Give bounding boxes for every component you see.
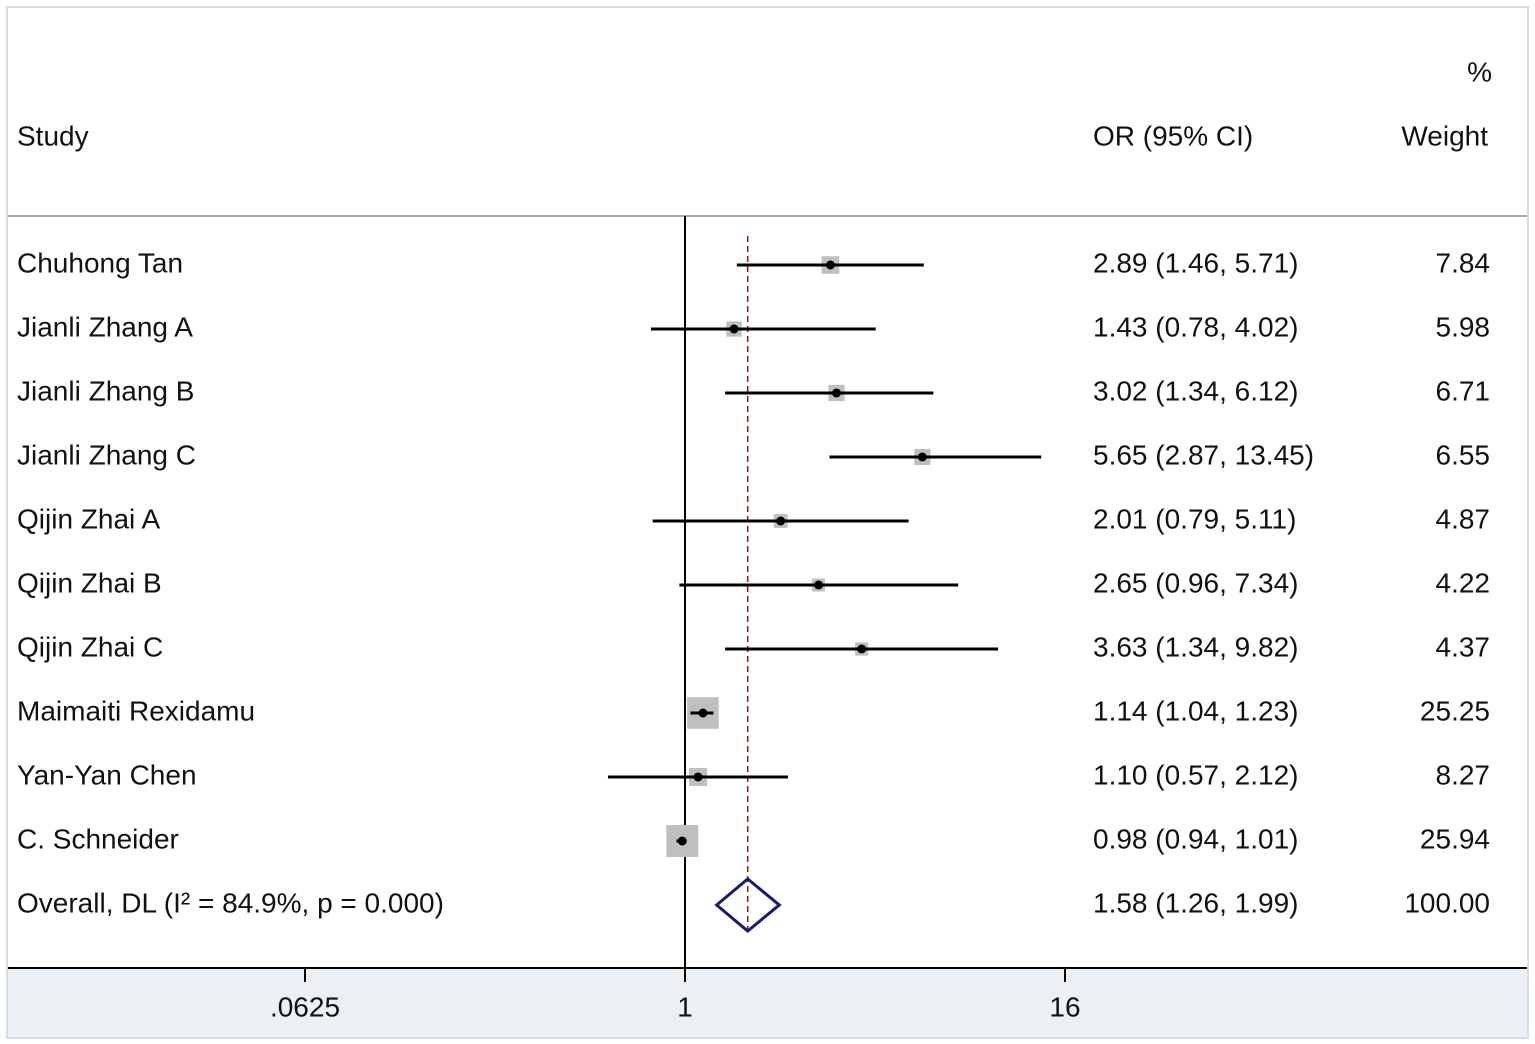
x-tick-label: .0625 (270, 991, 340, 1022)
x-tick-label: 1 (677, 991, 693, 1022)
weight-label: 6.55 (1436, 439, 1491, 470)
study-name: Qijin Zhai C (17, 631, 163, 662)
effect-label: 3.63 (1.34, 9.82) (1093, 631, 1298, 662)
effect-label: 2.01 (0.79, 5.11) (1093, 503, 1296, 534)
study-name: Qijin Zhai A (17, 503, 160, 534)
study-name: Jianli Zhang B (17, 375, 194, 406)
point-estimate (729, 324, 739, 334)
study-name: Yan-Yan Chen (17, 759, 197, 790)
overall-weight-label: 100.00 (1404, 887, 1490, 918)
effect-label: 1.14 (1.04, 1.23) (1093, 695, 1298, 726)
overall-name: Overall, DL (I² = 84.9%, p = 0.000) (17, 887, 444, 918)
study-name: Maimaiti Rexidamu (17, 695, 255, 726)
x-tick-label: 16 (1049, 991, 1080, 1022)
point-estimate (825, 260, 835, 270)
point-estimate (693, 772, 703, 782)
weight-label: 4.22 (1436, 567, 1491, 598)
study-name: C. Schneider (17, 823, 179, 854)
axis-band (8, 968, 1527, 1037)
weight-header: Weight (1401, 120, 1488, 151)
weight-label: 5.98 (1436, 311, 1491, 342)
weight-label: 4.87 (1436, 503, 1491, 534)
weight-label: 7.84 (1436, 247, 1491, 278)
effect-label: 5.65 (2.87, 13.45) (1093, 439, 1314, 470)
weight-label: 4.37 (1436, 631, 1491, 662)
effect-label: 3.02 (1.34, 6.12) (1093, 375, 1298, 406)
weight-label: 25.25 (1420, 695, 1490, 726)
study-name: Chuhong Tan (17, 247, 183, 278)
effect-label: 1.43 (0.78, 4.02) (1093, 311, 1298, 342)
percent-header: % (1467, 56, 1492, 87)
weight-label: 25.94 (1420, 823, 1490, 854)
point-estimate (831, 388, 841, 398)
point-estimate (776, 516, 786, 526)
overall-effect-label: 1.58 (1.26, 1.99) (1093, 887, 1298, 918)
study-name: Jianli Zhang C (17, 439, 196, 470)
point-estimate (917, 452, 927, 462)
effect-label: 2.89 (1.46, 5.71) (1093, 247, 1298, 278)
effect-label: 0.98 (0.94, 1.01) (1093, 823, 1298, 854)
point-estimate (698, 708, 708, 718)
study-name: Jianli Zhang A (17, 311, 193, 342)
overall-diamond (714, 877, 782, 933)
effect-label: 2.65 (0.96, 7.34) (1093, 567, 1298, 598)
weight-label: 8.27 (1436, 759, 1491, 790)
study-name: Qijin Zhai B (17, 567, 162, 598)
point-estimate (677, 836, 687, 846)
point-estimate (814, 580, 824, 590)
point-estimate (857, 644, 867, 654)
effect-label: 1.10 (0.57, 2.12) (1093, 759, 1298, 790)
weight-label: 6.71 (1436, 375, 1491, 406)
effect-header: OR (95% CI) (1093, 120, 1253, 151)
study-header: Study (17, 120, 89, 151)
